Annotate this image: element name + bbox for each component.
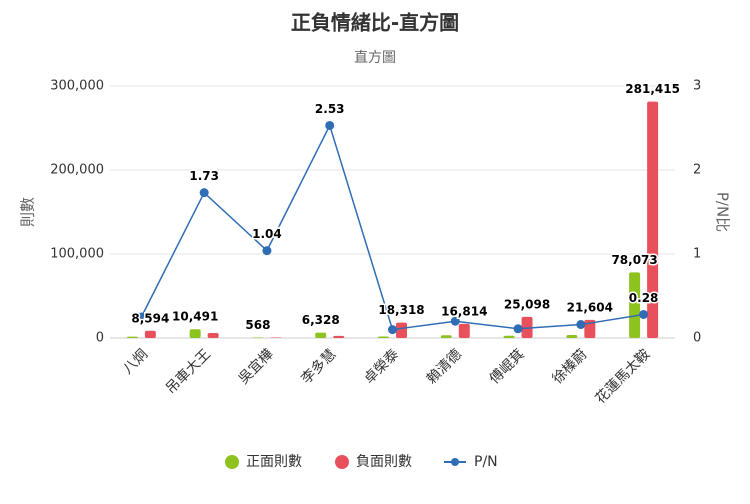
line-marker xyxy=(388,325,397,334)
chart-subtitle: 直方圖 xyxy=(354,49,396,66)
data-label: 1.04 xyxy=(252,227,282,241)
y2-axis-label: P/N比 xyxy=(714,192,732,232)
bar xyxy=(396,323,407,338)
y-tick-label: 100,000 xyxy=(50,247,104,262)
data-label: 10,491 xyxy=(172,310,218,324)
legend-marker xyxy=(225,455,239,469)
data-label: 21,604 xyxy=(567,300,613,314)
data-label: 281,415 xyxy=(625,82,680,96)
x-tick-label: 花蓮馬太鞍 xyxy=(592,346,653,407)
bar xyxy=(127,337,138,338)
line-marker xyxy=(576,320,585,329)
bar xyxy=(629,272,640,338)
data-label: 78,073 xyxy=(611,253,657,267)
bar xyxy=(190,329,201,338)
data-label: 18,318 xyxy=(378,303,424,317)
data-label: 25,098 xyxy=(504,297,550,311)
bar xyxy=(566,335,577,338)
chart-title: 正負情緒比-直方圖 xyxy=(291,11,459,35)
legend-label: 正面則數 xyxy=(246,454,302,470)
bar xyxy=(441,335,452,338)
line-marker xyxy=(200,188,209,197)
x-tick-label: 卓榮泰 xyxy=(361,346,402,387)
line xyxy=(141,125,643,329)
bar xyxy=(315,333,326,338)
data-label: 0.28 xyxy=(629,291,659,305)
data-label: 8,594 xyxy=(131,311,169,325)
data-label: 6,328 xyxy=(302,313,340,327)
x-tick-label: 傅崐萁 xyxy=(487,346,528,387)
bar xyxy=(504,336,515,338)
x-tick-label: 吳宜樺 xyxy=(235,346,277,388)
y2-tick-label: 0 xyxy=(693,331,701,346)
y-axis-label: 則數 xyxy=(19,197,37,227)
legend-label: P/N xyxy=(474,454,498,470)
bar xyxy=(333,336,344,338)
y2-tick-label: 2 xyxy=(693,163,701,178)
line-marker xyxy=(639,310,648,319)
legend-label: 負面則數 xyxy=(356,454,412,470)
y2-tick-label: 1 xyxy=(693,247,701,262)
bar xyxy=(459,324,470,338)
x-tick-label: 徐榛蔚 xyxy=(549,346,591,388)
data-label: 1.73 xyxy=(189,169,219,183)
legend-marker xyxy=(335,455,349,469)
data-label: 16,814 xyxy=(441,304,487,318)
bar xyxy=(378,336,389,338)
legend-marker xyxy=(451,458,459,466)
line-marker xyxy=(262,246,271,255)
y-tick-label: 300,000 xyxy=(50,79,104,94)
x-tick-label: 吊車大王 xyxy=(162,346,214,398)
line-marker xyxy=(514,324,523,333)
legend-item[interactable]: 負面則數 xyxy=(335,454,412,470)
bar xyxy=(145,331,156,338)
x-tick-label: 八炯 xyxy=(120,346,151,377)
legend-item[interactable]: P/N xyxy=(444,454,498,470)
data-label: 2.53 xyxy=(315,102,345,116)
y-tick-label: 0 xyxy=(96,331,104,346)
y-tick-label: 200,000 xyxy=(50,163,104,178)
data-label: 568 xyxy=(245,318,270,332)
bar xyxy=(208,333,219,338)
x-tick-label: 賴清德 xyxy=(424,346,465,387)
line-marker xyxy=(325,121,334,130)
x-tick-label: 李多慧 xyxy=(298,346,340,388)
legend-item[interactable]: 正面則數 xyxy=(225,454,302,470)
y2-tick-label: 3 xyxy=(693,79,701,94)
